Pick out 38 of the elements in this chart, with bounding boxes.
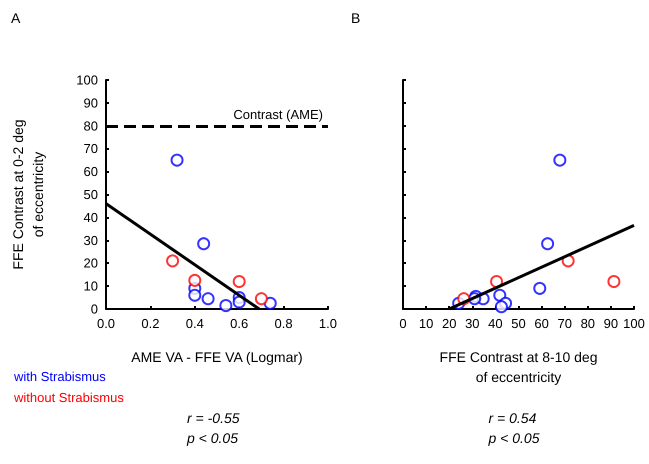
y-tick-label: 30 bbox=[84, 232, 98, 248]
x-tick-label: 50 bbox=[511, 316, 526, 331]
x-tick-label: 100 bbox=[623, 316, 645, 331]
x-tick-label: 60 bbox=[534, 316, 549, 331]
x-tick-label: 80 bbox=[580, 316, 596, 331]
y-tick-label: 60 bbox=[84, 164, 98, 180]
x-axis-title: AME VA - FFE VA (Logmar) bbox=[131, 349, 303, 365]
y-tick-label: 80 bbox=[84, 118, 98, 134]
y-tick-label: 40 bbox=[84, 210, 98, 225]
x-tick-label: 70 bbox=[557, 316, 572, 331]
x-tick-label: 40 bbox=[488, 316, 503, 331]
x-tick-label: 0.6 bbox=[230, 316, 248, 331]
chart-title: A bbox=[11, 10, 21, 26]
text: r = -0.55 p < 0.05 bbox=[186, 410, 240, 446]
chart-title: B bbox=[351, 10, 360, 26]
y-tick-label: 70 bbox=[84, 141, 98, 156]
x-tick-label: 90 bbox=[604, 316, 618, 331]
y-tick-label: 50 bbox=[84, 187, 98, 202]
y-tick-label: 0 bbox=[90, 302, 98, 316]
y-tick-label: 90 bbox=[84, 95, 98, 110]
x-tick-label: 0.4 bbox=[186, 316, 204, 331]
x-tick-label: 0.0 bbox=[96, 316, 116, 331]
x-tick-label: 20 bbox=[442, 316, 456, 331]
x-tick-label: 0.2 bbox=[141, 316, 160, 331]
y-tick-label: 10 bbox=[84, 278, 98, 294]
x-tick-label: 0.8 bbox=[274, 316, 293, 331]
y-axis-title: FFE Contrast at 0-2 deg of eccentricity bbox=[10, 119, 46, 270]
y-tick-label: 100 bbox=[76, 72, 98, 88]
text: with Strabismus bbox=[13, 369, 106, 384]
y-tick-label: 20 bbox=[84, 256, 98, 271]
x-tick-label: 10 bbox=[418, 316, 434, 331]
text: r = 0.54 p < 0.05 bbox=[488, 410, 540, 446]
x-tick-label: 30 bbox=[465, 316, 480, 331]
x-tick-label: 0 bbox=[399, 316, 407, 331]
x-tick-label: 1.0 bbox=[318, 316, 338, 331]
x-axis-title: FFE Contrast at 8-10 deg of eccentricity bbox=[440, 349, 598, 385]
text: without Strabismus bbox=[13, 390, 124, 405]
ref-line-label: Contrast (AME) bbox=[233, 106, 323, 122]
